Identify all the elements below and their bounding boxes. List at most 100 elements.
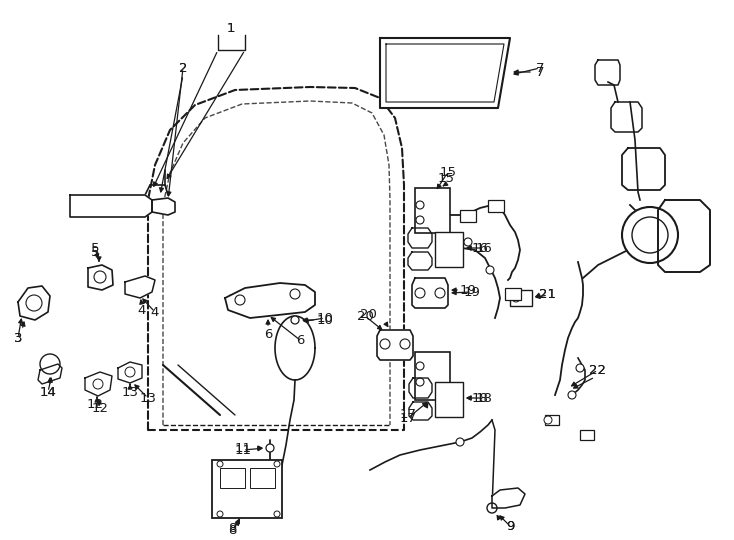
Bar [220, 468, 245, 488]
Text: 15: 15 [440, 165, 457, 179]
Text: 14: 14 [40, 386, 57, 399]
Circle shape [26, 295, 42, 311]
Text: 3: 3 [14, 332, 22, 345]
Text: 9: 9 [506, 519, 515, 532]
Circle shape [266, 444, 274, 452]
Bar [415, 188, 450, 233]
Text: 19: 19 [459, 284, 476, 296]
Bar [460, 210, 476, 222]
Polygon shape [152, 198, 175, 215]
Polygon shape [492, 488, 525, 508]
Circle shape [274, 511, 280, 517]
Text: 2: 2 [179, 62, 187, 75]
Circle shape [416, 362, 424, 370]
Polygon shape [408, 228, 432, 248]
Polygon shape [377, 330, 413, 360]
Text: 7: 7 [536, 62, 544, 75]
Circle shape [415, 288, 425, 298]
Bar [435, 232, 463, 267]
Circle shape [464, 238, 472, 246]
Text: 19: 19 [464, 286, 481, 299]
Text: 15: 15 [437, 172, 454, 185]
Circle shape [416, 216, 424, 224]
Text: 21: 21 [539, 288, 556, 301]
Bar [250, 468, 275, 488]
Polygon shape [658, 200, 710, 272]
Text: 8: 8 [228, 523, 236, 537]
Circle shape [217, 461, 223, 467]
Polygon shape [88, 265, 113, 290]
Text: 17: 17 [399, 408, 416, 422]
Circle shape [274, 461, 280, 467]
Circle shape [568, 391, 576, 399]
Circle shape [487, 503, 497, 513]
Text: 10: 10 [316, 314, 333, 327]
Bar [212, 460, 282, 518]
Circle shape [456, 438, 464, 446]
Circle shape [512, 294, 520, 302]
Text: 18: 18 [471, 392, 488, 404]
Polygon shape [70, 195, 152, 217]
Polygon shape [38, 364, 62, 384]
Bar [415, 352, 450, 400]
Text: 12: 12 [87, 397, 103, 410]
Circle shape [125, 367, 135, 377]
Text: 3: 3 [14, 332, 22, 345]
Text: 4: 4 [150, 306, 159, 319]
Circle shape [291, 316, 299, 324]
Circle shape [400, 339, 410, 349]
Text: 21: 21 [539, 288, 556, 301]
Circle shape [544, 416, 552, 424]
Bar [580, 430, 594, 440]
Text: 22: 22 [589, 363, 606, 376]
Polygon shape [18, 286, 50, 320]
Polygon shape [409, 378, 432, 398]
Bar [435, 382, 463, 417]
Polygon shape [225, 283, 315, 318]
Circle shape [235, 295, 245, 305]
Circle shape [217, 511, 223, 517]
Circle shape [622, 207, 678, 263]
Text: 5: 5 [91, 246, 99, 259]
Bar [505, 288, 521, 300]
Bar [488, 200, 504, 212]
Circle shape [486, 266, 494, 274]
Text: 12: 12 [92, 402, 109, 415]
Text: 11: 11 [234, 443, 252, 456]
Circle shape [94, 271, 106, 283]
Polygon shape [380, 38, 510, 108]
Circle shape [416, 378, 424, 386]
Circle shape [576, 364, 584, 372]
Circle shape [416, 201, 424, 209]
Text: 1: 1 [227, 22, 236, 35]
Text: 2: 2 [179, 62, 187, 75]
Circle shape [93, 379, 103, 389]
Text: 16: 16 [471, 241, 488, 254]
Text: 13: 13 [139, 392, 156, 404]
Text: 4: 4 [138, 303, 146, 316]
Bar [545, 415, 559, 425]
Polygon shape [409, 402, 432, 420]
Text: 22: 22 [589, 363, 606, 376]
Text: 8: 8 [228, 522, 236, 535]
Circle shape [632, 217, 668, 253]
Text: 9: 9 [506, 519, 515, 532]
Polygon shape [408, 252, 432, 270]
Circle shape [435, 288, 445, 298]
Circle shape [290, 289, 300, 299]
Polygon shape [118, 362, 142, 383]
Text: 10: 10 [316, 312, 333, 325]
Polygon shape [125, 276, 155, 298]
Text: 7: 7 [536, 65, 544, 78]
Bar [510, 290, 532, 306]
Text: 5: 5 [91, 241, 99, 254]
Text: 6: 6 [296, 334, 304, 347]
Text: 16: 16 [476, 241, 493, 254]
Polygon shape [412, 278, 448, 308]
Circle shape [380, 339, 390, 349]
Text: 13: 13 [122, 386, 139, 399]
Polygon shape [85, 372, 112, 396]
Text: 6: 6 [264, 328, 272, 341]
Text: 20: 20 [357, 309, 374, 322]
Text: 14: 14 [40, 386, 57, 399]
